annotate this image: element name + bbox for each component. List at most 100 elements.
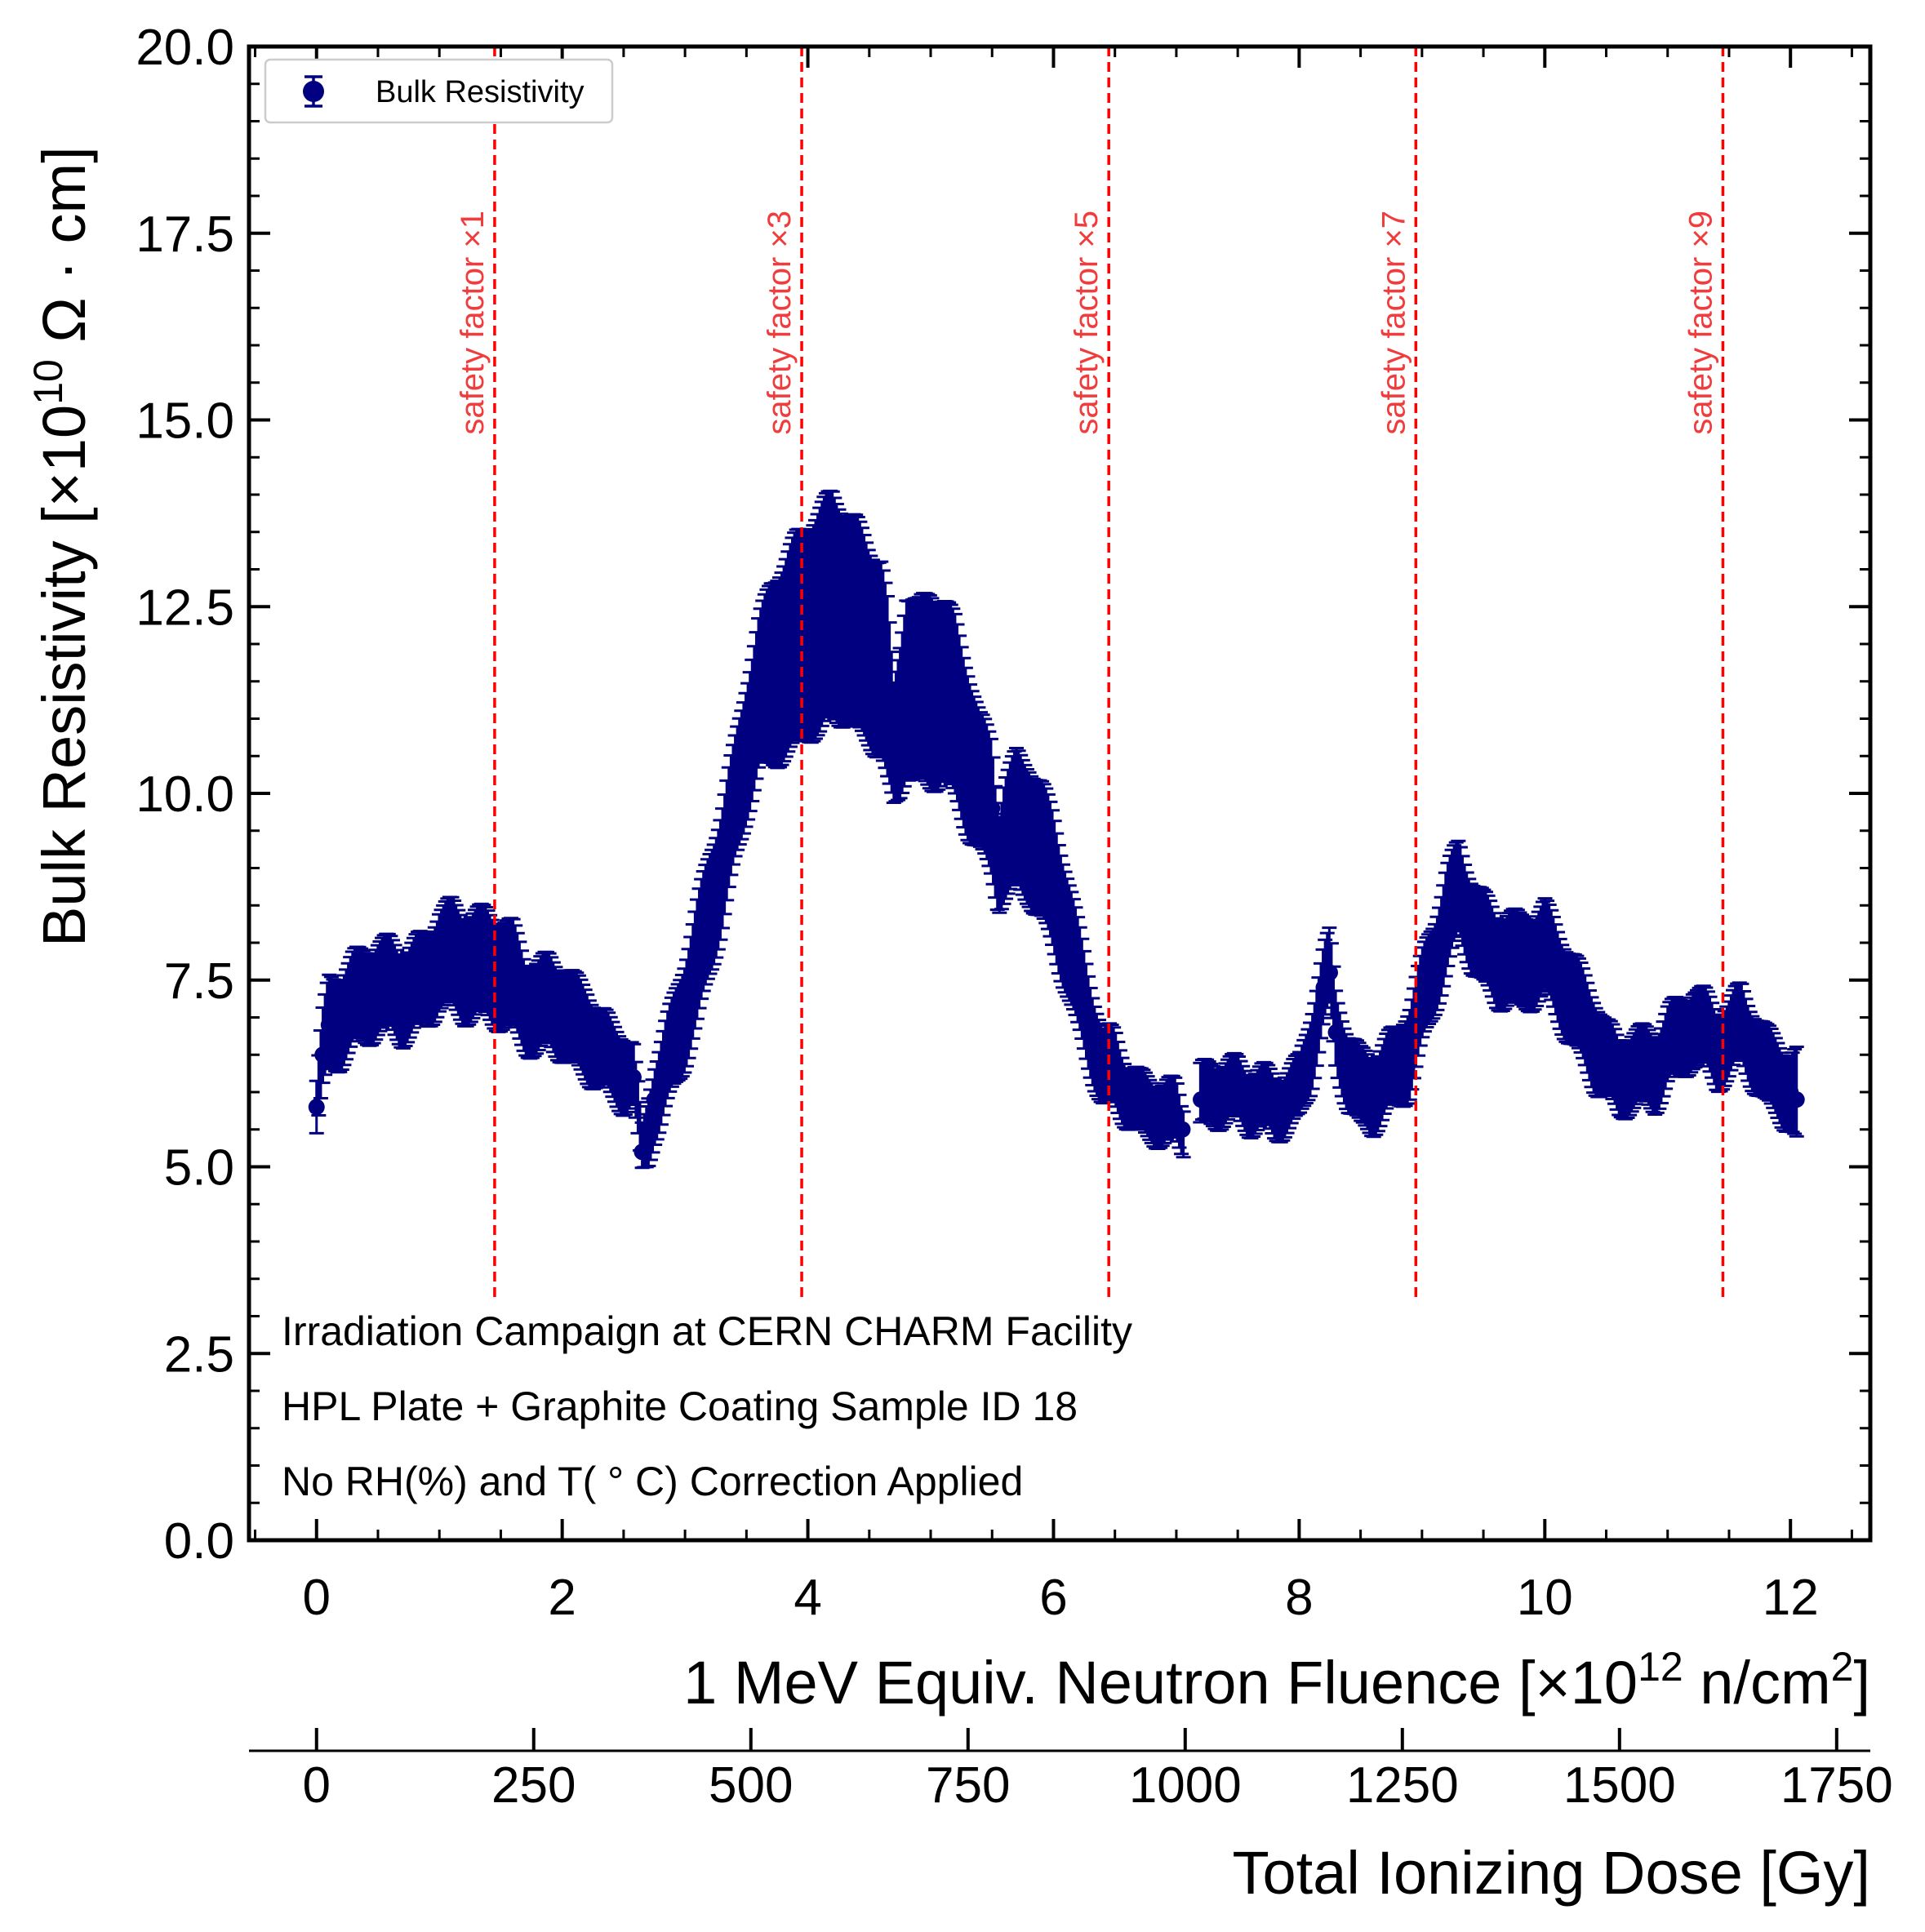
data-point xyxy=(1500,949,1517,966)
data-point xyxy=(639,1121,656,1138)
data-point xyxy=(762,665,780,682)
annotation-block: Irradiation Campaign at CERN CHARM Facil… xyxy=(282,1308,1132,1504)
data-point xyxy=(1401,1039,1418,1056)
x-tick-label: 12 xyxy=(1763,1570,1819,1626)
data-point xyxy=(701,904,718,922)
data-point xyxy=(1524,949,1541,966)
data-point xyxy=(357,987,374,1004)
data-point xyxy=(1770,1068,1787,1086)
annotation-line-1: Irradiation Campaign at CERN CHARM Facil… xyxy=(282,1308,1132,1354)
data-point xyxy=(873,651,890,668)
x-axis-title-close: ] xyxy=(1853,1649,1870,1717)
data-point xyxy=(1463,912,1480,929)
legend: Bulk Resistivity xyxy=(264,58,614,124)
data-point xyxy=(1106,1061,1123,1078)
safety-factor-label: safety factor ×1 xyxy=(455,211,491,435)
data-point xyxy=(935,680,952,697)
data-point xyxy=(634,1144,651,1161)
data-point xyxy=(775,651,792,668)
data-point xyxy=(1167,1106,1185,1123)
data-point xyxy=(1020,822,1038,839)
data-point xyxy=(1364,1084,1381,1100)
data-point xyxy=(1425,957,1443,974)
data-point xyxy=(1069,971,1087,988)
data-point xyxy=(1745,1039,1763,1056)
data-point xyxy=(308,1099,325,1116)
plot-frame xyxy=(247,44,1873,1543)
y-tick-label: 15.0 xyxy=(136,393,234,450)
data-point xyxy=(1549,964,1566,981)
data-point xyxy=(578,1024,595,1041)
data-point xyxy=(996,829,1013,846)
data-point xyxy=(1733,1016,1750,1033)
data-point xyxy=(1322,964,1338,981)
secondary-x-tick-label: 250 xyxy=(491,1757,576,1814)
safety-factor-label: safety factor ×5 xyxy=(1069,211,1105,435)
data-point xyxy=(1254,1091,1271,1108)
data-point xyxy=(1683,1016,1700,1033)
data-point xyxy=(480,957,497,974)
data-point xyxy=(665,1039,682,1056)
x-axis-title: 1 MeV Equiv. Neutron Fluence [×1012 n/cm… xyxy=(683,1644,1870,1717)
data-point xyxy=(689,957,706,974)
data-point xyxy=(456,957,473,974)
data-point xyxy=(1045,874,1062,891)
data-point xyxy=(1278,1091,1296,1108)
data-point xyxy=(1291,1084,1308,1100)
y-axis-title: Bulk Resistivity [×1010 Ω · cm] xyxy=(25,146,98,947)
annotation-line-2: HPL Plate + Graphite Coating Sample ID 1… xyxy=(282,1383,1078,1429)
data-point xyxy=(332,1009,349,1026)
x-axis-title-exponent: 12 xyxy=(1638,1644,1683,1690)
data-point xyxy=(1174,1121,1191,1138)
data-point xyxy=(1512,957,1529,974)
secondary-x-tick-label: 1750 xyxy=(1781,1757,1893,1814)
data-point xyxy=(369,979,386,996)
y-axis-title-main: Bulk Resistivity [×10 xyxy=(30,405,98,947)
data-point xyxy=(989,852,1007,869)
data-point xyxy=(1671,1031,1688,1048)
data-point xyxy=(566,1016,583,1033)
data-point xyxy=(860,636,878,652)
data-point xyxy=(652,1076,669,1093)
safety-factor-label: safety factor ×7 xyxy=(1376,211,1412,435)
data-point xyxy=(1094,1061,1111,1078)
data-point xyxy=(1217,1084,1234,1100)
data-point xyxy=(1327,1024,1345,1041)
data-point xyxy=(1598,1054,1615,1071)
data-point xyxy=(738,740,755,757)
data-point xyxy=(492,964,509,981)
data-point xyxy=(1340,1061,1357,1078)
data-point xyxy=(799,620,816,637)
data-point xyxy=(947,703,964,720)
data-point xyxy=(1634,1061,1652,1078)
data-point xyxy=(922,680,940,697)
data-point xyxy=(1008,815,1025,832)
y-tick-label: 7.5 xyxy=(164,953,234,1010)
data-point xyxy=(1610,1068,1627,1086)
data-point xyxy=(1242,1091,1259,1108)
data-point xyxy=(431,949,448,966)
x-tick-label: 6 xyxy=(1039,1570,1067,1626)
data-point xyxy=(1622,1061,1639,1078)
data-point xyxy=(314,1046,331,1064)
secondary-x-axis-title: Total Ionizing Dose [Gy] xyxy=(1233,1839,1870,1907)
data-point xyxy=(811,613,829,630)
secondary-x-tick-label: 500 xyxy=(709,1757,793,1814)
x-axis-title-unit: n/cm xyxy=(1683,1649,1831,1717)
reference-lines: safety factor ×1 safety factor ×3 safety f… xyxy=(455,47,1725,1298)
data-point xyxy=(1487,949,1505,966)
y-tick-label: 12.5 xyxy=(136,580,234,636)
legend-label: Bulk Resistivity xyxy=(376,75,585,109)
data-point xyxy=(1057,919,1074,936)
data-point xyxy=(897,673,914,690)
legend-marker xyxy=(303,81,324,102)
data-point xyxy=(320,1016,337,1033)
legend-box xyxy=(264,58,614,124)
data-point xyxy=(1389,1061,1406,1078)
data-point xyxy=(1659,1039,1676,1056)
data-point xyxy=(971,777,989,794)
x-axis-title-main: 1 MeV Equiv. Neutron Fluence [×10 xyxy=(683,1649,1638,1717)
data-point xyxy=(1647,1061,1664,1078)
data-point xyxy=(1708,1039,1725,1056)
